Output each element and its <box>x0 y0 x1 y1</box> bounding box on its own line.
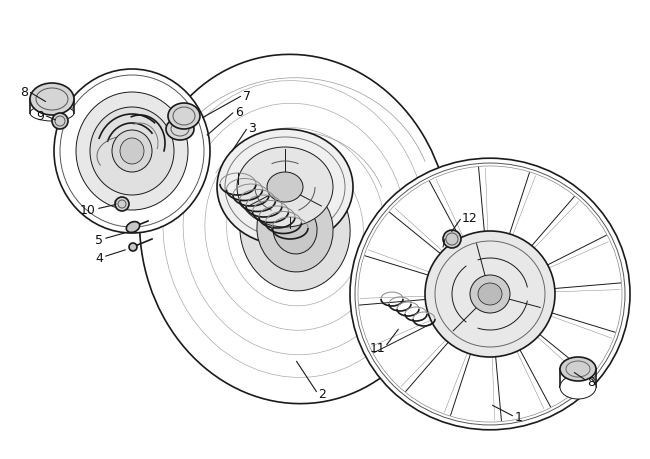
Ellipse shape <box>76 93 188 211</box>
Circle shape <box>52 114 68 130</box>
Text: 3: 3 <box>248 121 256 134</box>
Ellipse shape <box>237 148 333 228</box>
Text: 12: 12 <box>462 211 478 224</box>
Ellipse shape <box>140 55 450 404</box>
Ellipse shape <box>126 222 140 233</box>
Ellipse shape <box>478 283 502 305</box>
Circle shape <box>129 243 137 252</box>
Ellipse shape <box>30 84 74 116</box>
Ellipse shape <box>240 168 350 291</box>
Ellipse shape <box>273 205 317 254</box>
Text: 8: 8 <box>587 375 595 388</box>
Ellipse shape <box>350 159 630 430</box>
Text: 6: 6 <box>235 105 243 118</box>
Ellipse shape <box>112 131 152 173</box>
Ellipse shape <box>470 275 510 313</box>
Text: 11: 11 <box>369 341 385 354</box>
Ellipse shape <box>90 108 174 196</box>
Text: 7: 7 <box>243 90 251 102</box>
Ellipse shape <box>54 70 210 234</box>
Ellipse shape <box>217 130 353 246</box>
Ellipse shape <box>425 231 555 357</box>
Ellipse shape <box>257 187 333 272</box>
Text: 9: 9 <box>36 109 44 122</box>
Ellipse shape <box>560 375 596 399</box>
Ellipse shape <box>168 104 200 130</box>
Text: 1: 1 <box>515 411 523 424</box>
Text: 2: 2 <box>318 388 326 401</box>
Ellipse shape <box>166 119 194 141</box>
Circle shape <box>443 230 461 248</box>
Ellipse shape <box>560 357 596 381</box>
Ellipse shape <box>267 173 303 202</box>
Text: 10: 10 <box>80 203 96 216</box>
Circle shape <box>115 197 129 212</box>
Text: 5: 5 <box>95 233 103 246</box>
Ellipse shape <box>120 139 144 165</box>
Text: 4: 4 <box>95 251 103 264</box>
Text: 8: 8 <box>20 85 28 98</box>
Ellipse shape <box>30 106 74 122</box>
